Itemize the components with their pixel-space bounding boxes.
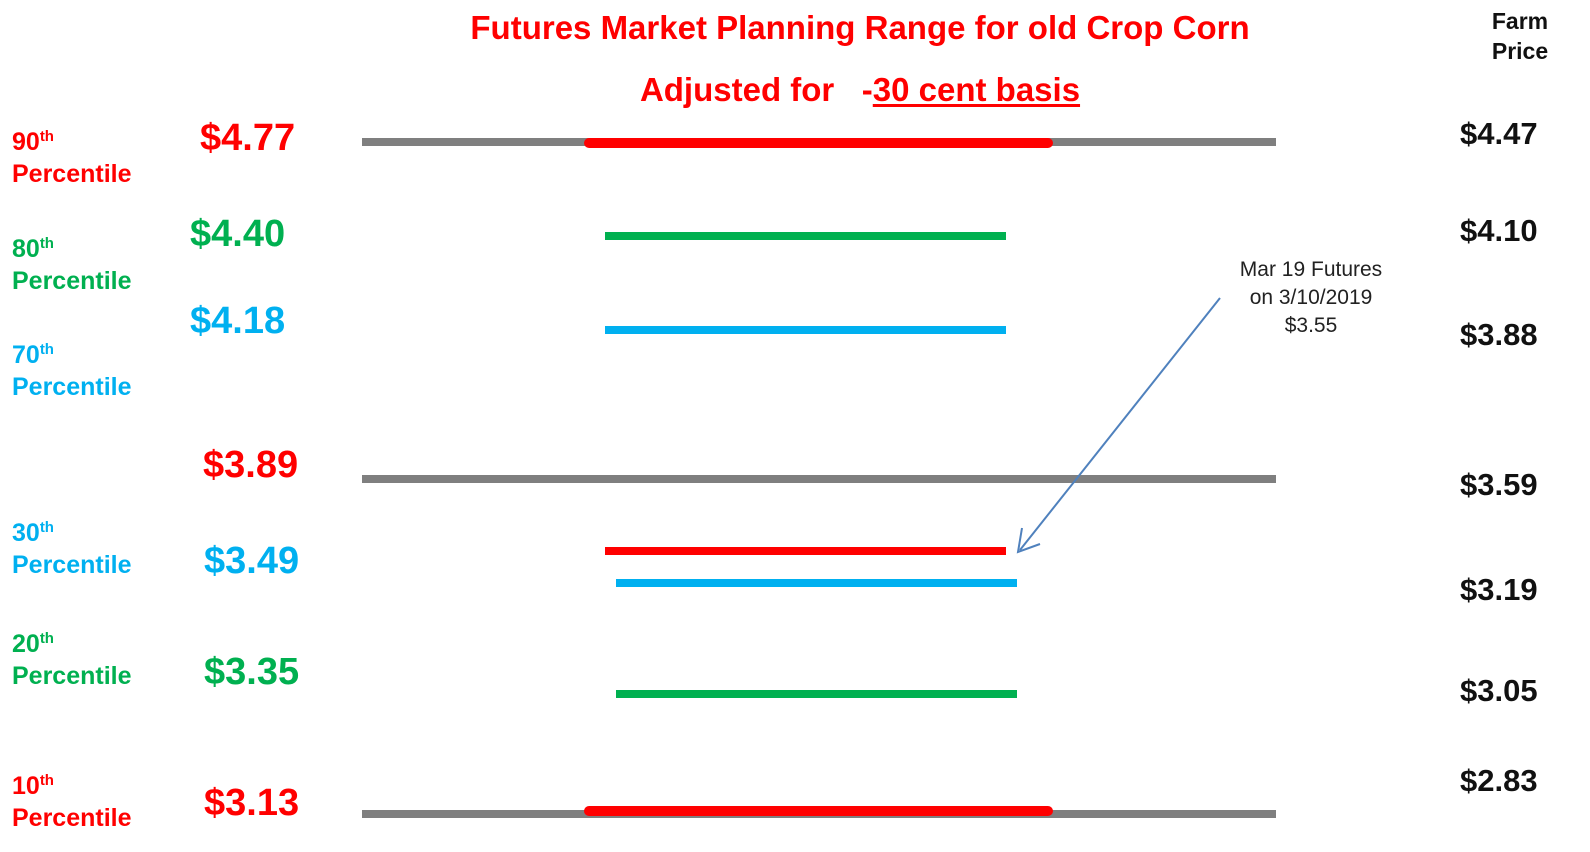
percentile-30-word: Percentile [12,551,132,579]
percentile-80-number: 80 [12,235,40,263]
farm-price-20: $3.05 [1460,673,1538,708]
percentile-20-word: Percentile [12,662,132,690]
chart-title-line-2: Adjusted for -30 cent basis [360,70,1360,110]
farm-price-30: $3.19 [1460,572,1538,607]
range-line-30-red [605,547,1006,555]
range-line-20-green [616,690,1017,698]
futures-price-10: $3.13 [204,782,300,824]
percentile-90-word: Percentile [12,160,132,188]
farm-price-header-line-1: Farm [1491,8,1549,34]
percentile-label-30: 30th Percentile [12,517,132,581]
futures-price-20: $3.35 [204,651,300,693]
range-line-mid-gray [362,475,1276,483]
range-line-30-blue [616,579,1017,587]
range-line-80-green [605,232,1006,240]
percentile-label-80: 80th Percentile [12,233,132,297]
farm-price-70: $3.88 [1460,317,1538,352]
percentile-10-word: Percentile [12,804,132,832]
futures-price-70: $4.18 [190,300,286,342]
farm-price-header-line-2: Price [1491,38,1549,64]
percentile-label-10: 10th Percentile [12,770,132,834]
percentile-30-number: 30 [12,519,40,547]
annotation-arrowhead [1016,527,1041,554]
farm-price-10: $2.83 [1460,763,1538,798]
annotation-line-3: $3.55 [1284,314,1338,337]
percentile-label-70: 70th Percentile [12,339,132,403]
title-basis-amount: 30 cent basis [872,71,1081,108]
percentile-70-suffix: th [39,341,54,358]
title-adjusted-prefix: Adjusted for - [639,71,873,108]
percentile-label-20: 20th Percentile [12,628,132,692]
annotation-line-2: on 3/10/2019 [1249,286,1373,309]
futures-price-30: $3.49 [204,540,300,582]
range-line-10-red [584,806,1053,816]
farm-price-80: $4.10 [1460,213,1538,248]
farm-price-90: $4.47 [1460,116,1538,151]
percentile-80-word: Percentile [12,267,132,295]
futures-price-90: $4.77 [200,117,296,159]
percentile-10-number: 10 [12,772,40,800]
percentile-90-suffix: th [39,128,54,145]
futures-annotation: Mar 19 Futures on 3/10/2019 $3.55 [1196,256,1426,340]
percentile-90-number: 90 [12,128,40,156]
annotation-arrow-shaft [1019,297,1221,551]
range-line-70-blue [605,326,1006,334]
range-line-90-red [584,138,1053,148]
percentile-30-suffix: th [39,519,54,536]
futures-price-mid: $3.89 [203,444,299,486]
futures-price-80: $4.40 [190,213,286,255]
annotation-line-1: Mar 19 Futures [1239,258,1383,281]
percentile-label-90: 90th Percentile [12,126,132,190]
percentile-80-suffix: th [39,235,54,252]
percentile-70-word: Percentile [12,373,132,401]
percentile-20-number: 20 [12,630,40,658]
percentile-20-suffix: th [39,630,54,647]
percentile-70-number: 70 [12,341,40,369]
farm-price-header: Farm Price [1470,6,1570,66]
percentile-10-suffix: th [39,772,54,789]
farm-price-mid: $3.59 [1460,467,1538,502]
chart-title-line-1: Futures Market Planning Range for old Cr… [470,9,1250,46]
